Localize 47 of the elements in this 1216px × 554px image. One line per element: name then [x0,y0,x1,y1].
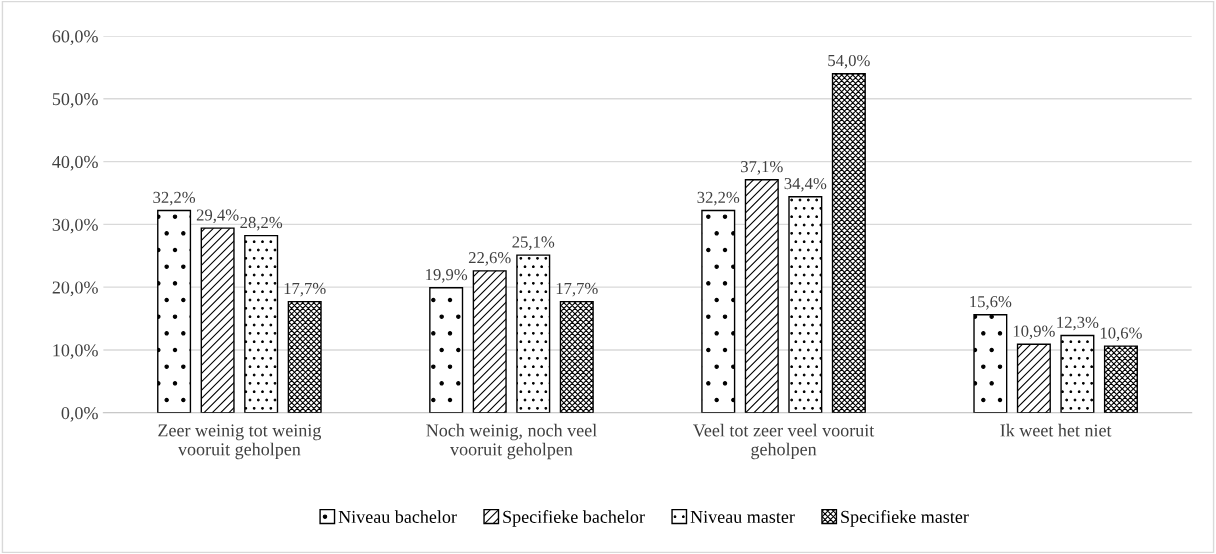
legend-label: Specifieke bachelor [503,510,645,527]
data-label: 28,2% [240,216,283,231]
legend-label: Niveau master [690,510,795,523]
data-label: 12,3% [1057,316,1099,331]
data-label: 29,4% [196,209,239,223]
data-label: 25,1% [512,236,555,250]
y-tick-label: 40,0% [52,155,98,171]
bar [744,179,779,413]
y-tick-label: 50,0% [52,93,98,108]
y-tick-label: 20,0% [52,281,98,297]
data-label: 19,9% [426,268,468,283]
bar [1016,343,1051,413]
bar [788,196,823,413]
data-label: 10,9% [1013,325,1055,340]
data-label: 22,6% [468,252,511,266]
data-label: 34,4% [784,177,827,192]
bar [831,72,866,413]
x-tick-label: Noch weinig, noch veel vooruit geholpen [426,423,597,460]
y-tick-label: 30,0% [52,218,98,234]
bar [287,300,322,413]
data-label: 17,7% [556,282,598,297]
bar [1060,334,1095,413]
y-tick-label: 0,0% [61,406,98,422]
data-label: 32,2% [153,191,196,206]
bar [516,254,551,413]
bar [244,234,279,413]
bar [701,209,736,413]
bar [200,227,235,413]
bar [472,270,507,413]
data-label: 10,6% [1100,327,1142,342]
bar [1103,345,1138,413]
y-tick-label: 10,0% [53,344,98,359]
data-label: 17,7% [284,282,326,297]
bar [429,287,464,413]
data-label: 32,2% [697,191,740,206]
data-label: 37,1% [741,160,783,175]
y-tick-label: 60,0% [52,30,98,46]
x-tick-label: Zeer weinig tot weinig vooruit geholpen [158,424,322,460]
x-tick-label: Ik weet het niet [1000,423,1112,437]
bar [973,314,1008,413]
legend-label: Niveau bachelor [338,510,457,523]
bar [157,209,192,413]
legend-label: Specifieke master [841,510,969,527]
data-label: 54,0% [828,54,870,69]
x-tick-label: Veel tot zeer veel vooruit geholpen [693,423,875,460]
data-label: 15,6% [970,295,1012,310]
bar [559,300,594,413]
